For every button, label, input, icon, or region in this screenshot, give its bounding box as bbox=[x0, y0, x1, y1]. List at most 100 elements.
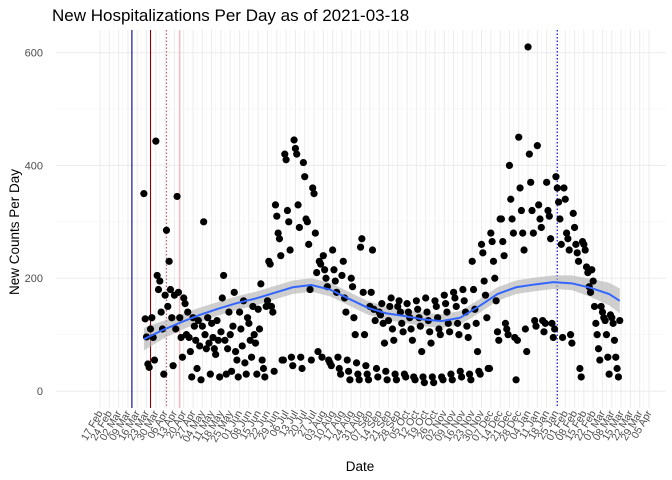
data-point bbox=[561, 195, 569, 203]
data-point bbox=[225, 308, 233, 316]
data-point bbox=[489, 257, 498, 265]
data-point bbox=[346, 376, 354, 384]
data-point bbox=[536, 215, 544, 223]
data-point bbox=[186, 347, 194, 356]
data-point bbox=[573, 249, 581, 257]
data-point bbox=[235, 308, 244, 316]
data-point bbox=[560, 184, 568, 192]
data-point bbox=[153, 271, 161, 280]
data-point bbox=[394, 302, 402, 311]
data-point bbox=[339, 257, 347, 265]
data-point bbox=[205, 339, 213, 347]
data-point bbox=[247, 353, 256, 361]
data-point bbox=[290, 136, 298, 144]
data-point bbox=[166, 285, 175, 294]
data-point bbox=[419, 373, 427, 381]
data-point bbox=[432, 302, 440, 311]
data-point bbox=[388, 325, 397, 333]
data-point bbox=[565, 246, 573, 254]
data-point bbox=[576, 364, 584, 373]
data-point bbox=[537, 223, 545, 232]
data-point bbox=[305, 240, 313, 248]
data-point bbox=[362, 362, 370, 370]
data-point bbox=[464, 333, 472, 342]
data-point bbox=[446, 328, 454, 336]
data-point bbox=[386, 302, 394, 311]
data-point bbox=[597, 302, 605, 311]
data-point bbox=[543, 178, 551, 186]
data-point bbox=[209, 333, 217, 342]
data-point bbox=[269, 308, 277, 316]
data-point bbox=[408, 336, 416, 344]
data-point bbox=[590, 302, 599, 311]
data-point bbox=[266, 260, 274, 268]
data-point bbox=[192, 336, 200, 344]
data-point bbox=[516, 184, 524, 192]
data-point bbox=[529, 229, 537, 237]
data-point bbox=[262, 302, 270, 311]
data-point bbox=[420, 379, 428, 387]
data-point bbox=[295, 223, 303, 232]
data-point bbox=[311, 229, 319, 237]
data-point bbox=[184, 308, 192, 316]
data-point bbox=[287, 353, 296, 361]
data-point bbox=[548, 319, 556, 327]
data-point bbox=[555, 198, 563, 206]
data-point bbox=[592, 319, 600, 327]
data-point bbox=[210, 345, 218, 353]
data-point bbox=[549, 333, 557, 342]
data-point bbox=[492, 297, 500, 305]
data-point bbox=[208, 319, 216, 327]
data-point bbox=[374, 373, 382, 381]
data-point bbox=[443, 308, 451, 316]
data-point bbox=[452, 302, 460, 311]
data-point bbox=[614, 373, 623, 381]
data-point bbox=[249, 302, 257, 311]
data-point bbox=[564, 235, 572, 243]
data-point bbox=[520, 246, 528, 254]
data-point bbox=[267, 302, 276, 311]
data-point bbox=[545, 212, 553, 220]
y-tick-label: 600 bbox=[25, 48, 43, 60]
data-point bbox=[616, 316, 624, 325]
data-point bbox=[335, 364, 343, 373]
data-point bbox=[145, 363, 153, 371]
data-point bbox=[491, 274, 499, 282]
data-point bbox=[402, 373, 410, 381]
data-point bbox=[238, 342, 246, 350]
data-point bbox=[398, 319, 406, 327]
data-point bbox=[594, 345, 603, 353]
data-point bbox=[497, 215, 506, 223]
data-point bbox=[380, 339, 389, 347]
data-point bbox=[515, 133, 523, 141]
data-point bbox=[371, 316, 379, 325]
data-point bbox=[531, 316, 539, 325]
data-point bbox=[306, 285, 314, 294]
data-point bbox=[459, 285, 467, 294]
data-point bbox=[488, 237, 496, 246]
data-point bbox=[558, 333, 567, 342]
data-point bbox=[271, 201, 280, 209]
data-point bbox=[602, 331, 611, 339]
data-point bbox=[220, 271, 228, 280]
data-point bbox=[456, 367, 464, 375]
data-point bbox=[431, 297, 439, 305]
data-point bbox=[283, 206, 292, 215]
data-point bbox=[228, 367, 236, 375]
data-point bbox=[439, 376, 447, 384]
data-point bbox=[423, 308, 431, 316]
data-point bbox=[598, 308, 607, 316]
data-point bbox=[552, 173, 560, 181]
data-point bbox=[281, 150, 289, 158]
data-point bbox=[608, 314, 616, 322]
y-axis-label: New Counts Per Day bbox=[7, 169, 22, 295]
data-point bbox=[427, 339, 435, 347]
data-point bbox=[331, 277, 339, 285]
data-point bbox=[197, 376, 205, 384]
data-point bbox=[416, 322, 424, 330]
data-point bbox=[403, 300, 411, 308]
data-point bbox=[337, 370, 345, 378]
data-point bbox=[613, 364, 621, 373]
data-point bbox=[257, 280, 265, 288]
